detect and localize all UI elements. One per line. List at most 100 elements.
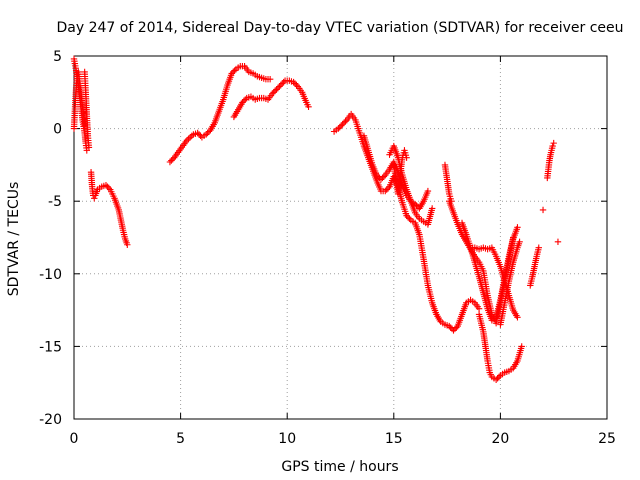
series-arc-04 (87, 168, 131, 248)
data-point (280, 78, 287, 86)
data-point (240, 97, 248, 105)
x-axis-label: GPS time / hours (281, 459, 398, 475)
data-point (186, 134, 194, 141)
data-point (382, 187, 389, 195)
data-point (335, 125, 342, 132)
series-arc-16 (497, 238, 523, 328)
y-tick-label: 5 (53, 49, 62, 65)
data-point (277, 81, 285, 89)
data-point (336, 123, 343, 131)
data-point (166, 158, 174, 166)
data-point (124, 241, 131, 248)
data-point (290, 78, 297, 86)
data-point (549, 142, 556, 150)
data-point (492, 376, 500, 383)
series-arc-17 (527, 244, 542, 289)
data-point (424, 187, 432, 195)
data-point (383, 186, 390, 193)
series-arc-11 (441, 161, 455, 205)
series-arc-02 (70, 68, 88, 132)
x-tick-label: 5 (176, 431, 185, 447)
data-point (231, 67, 238, 74)
y-tick-label: 0 (53, 122, 62, 138)
data-point (342, 118, 349, 125)
data-point (495, 373, 503, 381)
data-point (242, 96, 249, 103)
y-tick-label: -20 (39, 412, 62, 428)
data-point (102, 182, 110, 189)
data-point (269, 90, 276, 97)
y-axis-label: SDTVAR / TECUs (6, 182, 22, 297)
data-point (270, 89, 277, 96)
data-point (293, 81, 300, 89)
data-point (279, 80, 286, 87)
data-point (518, 343, 525, 350)
data-point (373, 171, 380, 179)
x-tick-label: 20 (491, 431, 509, 447)
data-point (291, 80, 299, 87)
y-tick-label: -15 (39, 339, 62, 355)
data-point (205, 128, 213, 135)
chart-title: Day 247 of 2014, Sidereal Day-to-day VTE… (56, 20, 623, 36)
data-point (339, 121, 346, 128)
series-arc-18 (539, 206, 547, 214)
y-tick-label: -5 (48, 194, 62, 210)
data-point (453, 324, 460, 331)
data-point (305, 103, 312, 111)
plot-frame (73, 55, 608, 420)
data-point (451, 325, 459, 333)
data-point (85, 144, 93, 151)
data-point (276, 83, 283, 90)
data-point (514, 224, 521, 231)
data-point (229, 68, 237, 76)
x-tick-label: 0 (70, 431, 79, 447)
data-point (195, 131, 203, 138)
axis-ticks: 0 5 10 15 20 25 5 0 -5 -10 -15 -20 (39, 49, 616, 447)
data-marks (70, 55, 562, 383)
series-arc-08 (360, 132, 432, 212)
data-point (475, 305, 483, 312)
data-point (446, 322, 453, 330)
data-point (104, 183, 111, 190)
data-point (550, 139, 557, 147)
data-point (403, 212, 410, 219)
series-arc-20 (554, 238, 562, 246)
data-point (404, 213, 412, 221)
data-point (380, 173, 388, 180)
data-point (406, 215, 413, 222)
data-point (554, 238, 562, 246)
series-arc-14 (467, 244, 521, 321)
data-point (539, 206, 547, 214)
data-point (377, 176, 385, 183)
x-tick-label: 10 (278, 431, 296, 447)
data-point (169, 155, 176, 163)
data-point (273, 86, 280, 93)
data-point (338, 122, 345, 129)
series-arc-19 (544, 139, 557, 182)
data-point (228, 70, 235, 77)
data-point (105, 184, 113, 192)
data-point (194, 129, 201, 137)
data-point (266, 76, 274, 83)
data-point (340, 119, 348, 126)
data-point (202, 131, 210, 138)
data-point (535, 244, 542, 251)
series-arc-15 (475, 311, 525, 383)
grid (74, 56, 607, 419)
y-tick-label: -10 (39, 267, 62, 283)
data-point (379, 174, 386, 182)
data-point (91, 195, 98, 202)
data-point (204, 129, 211, 137)
series-arc-10 (390, 147, 410, 198)
data-point (403, 154, 410, 161)
data-point (516, 238, 523, 246)
data-point (168, 157, 175, 164)
data-point (428, 205, 436, 212)
x-tick-label: 25 (598, 431, 616, 447)
series-arc-05 (166, 62, 274, 166)
data-point (374, 173, 382, 180)
data-point (494, 375, 501, 382)
data-point (185, 135, 192, 142)
x-tick-label: 15 (385, 431, 403, 447)
